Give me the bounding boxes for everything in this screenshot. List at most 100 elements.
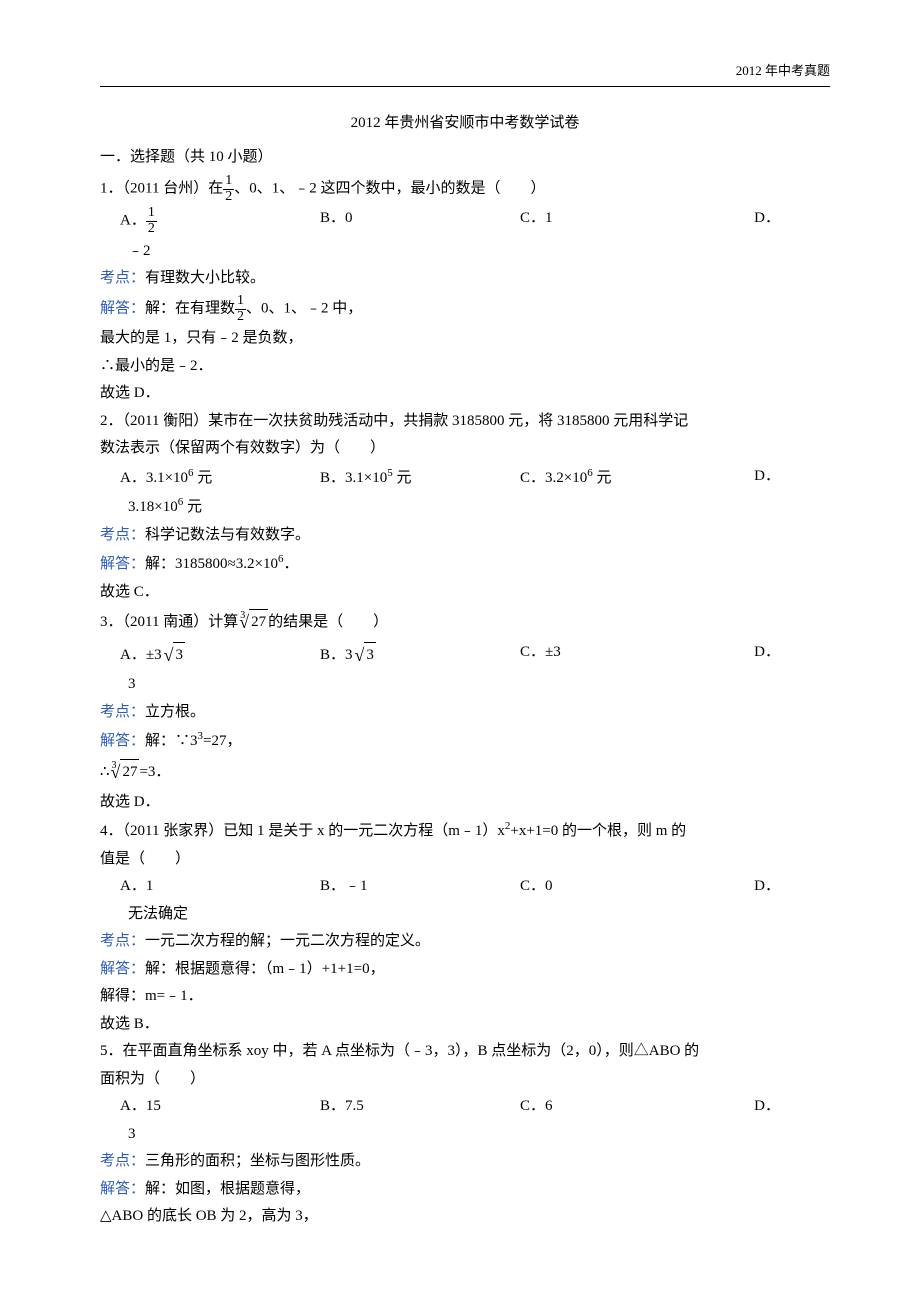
q2-opt-d-suf: 元 (183, 499, 202, 515)
q2-jieda-post: ． (283, 556, 298, 572)
q5-opt-d: D． (720, 1094, 780, 1120)
q1-opt-a: A．12 (120, 206, 320, 236)
frac-den: 2 (223, 189, 234, 205)
q4-jieda-text: 解：根据题意得：（m﹣1）+1+1=0， (145, 961, 385, 977)
radicand: 27 (249, 609, 268, 636)
q2-opt-a-suf: 元 (194, 470, 213, 486)
q2-opt-b-suf: 元 (393, 470, 412, 486)
q3-l2-pre: ∴ (100, 764, 110, 780)
q2-opt-a-pre: A．3.1×10 (120, 470, 188, 486)
q1-stem-pre: 1．（2011 台州）在 (100, 181, 223, 197)
cuberoot-27: 3√27 (110, 757, 140, 788)
fraction-half: 12 (146, 206, 157, 236)
q4-stem1: 4．（2011 张家界）已知 1 是关于 x 的一元二次方程（m﹣1）x2+x+… (100, 817, 830, 845)
q4-jieda: 解答：解：根据题意得：（m﹣1）+1+1=0， (100, 957, 830, 983)
q3-l2: ∴3√27=3． (100, 757, 830, 788)
q1-kaodian: 考点：有理数大小比较。 (100, 266, 830, 292)
q3-opt-b-pre: B．3 (320, 647, 353, 663)
q4-opt-a: A．1 (120, 874, 320, 900)
q2-stem2: 数法表示（保留两个有效数字）为（ ） (100, 436, 830, 462)
exam-title: 2012 年贵州省安顺市中考数学试卷 (100, 111, 830, 137)
q2-opt-d-pre: 3.18×10 (128, 499, 178, 515)
q1-jieda-post: 、0、1、﹣2 中， (246, 300, 362, 316)
q4-stem1-pre: 4．（2011 张家界）已知 1 是关于 x 的一元二次方程（m﹣1）x (100, 823, 505, 839)
kaodian-label: 考点： (100, 704, 145, 720)
q1-opt-c: C．1 (520, 206, 720, 236)
q4-opt-d: D． (720, 874, 780, 900)
q2-options: A．3.1×106 元 B．3.1×105 元 C．3.2×106 元 D． (120, 464, 830, 492)
q4-opt-d-cont: 无法确定 (128, 902, 830, 928)
section-1-heading: 一．选择题（共 10 小题） (100, 145, 830, 171)
q3-jieda-pre: 解：∵3 (145, 733, 198, 749)
q4-options: A．1 B．﹣1 C．0 D． (120, 874, 830, 900)
kaodian-label: 考点： (100, 527, 145, 543)
q4-stem2: 值是（ ） (100, 847, 830, 873)
kaodian-label: 考点： (100, 933, 145, 949)
q1-l4: 故选 D． (100, 381, 830, 407)
q2-opt-c: C．3.2×106 元 (520, 464, 720, 492)
jieda-label: 解答： (100, 1181, 145, 1197)
fraction-half: 12 (235, 294, 246, 324)
q2-jieda-pre: 解：3185800≈3.2×10 (145, 556, 278, 572)
q4-opt-b: B．﹣1 (320, 874, 520, 900)
radicand: 3 (173, 642, 185, 669)
q1-kaodian-text: 有理数大小比较。 (145, 270, 265, 286)
q3-stem: 3．（2011 南通）计算3√27的结果是（ ） (100, 607, 830, 638)
q5-kaodian-text: 三角形的面积；坐标与图形性质。 (145, 1153, 370, 1169)
frac-num: 1 (235, 294, 246, 309)
jieda-label: 解答： (100, 733, 145, 749)
q3-opt-d-cont: 3 (128, 672, 830, 698)
q1-opt-d: D． (720, 206, 780, 236)
q3-options: A．±3√3 B．3√3 C．±3 D． (120, 640, 830, 671)
header-rule (100, 86, 830, 87)
sqrt-3: √3 (353, 640, 376, 671)
q2-opt-c-pre: C．3.2×10 (520, 470, 587, 486)
q4-kaodian-text: 一元二次方程的解；一元二次方程的定义。 (145, 933, 430, 949)
q2-kaodian: 考点：科学记数法与有效数字。 (100, 523, 830, 549)
radicand: 27 (120, 759, 139, 786)
q1-stem: 1．（2011 台州）在12、0、1、﹣2 这四个数中，最小的数是（ ） (100, 174, 830, 204)
q3-opt-a: A．±3√3 (120, 640, 320, 671)
sqrt-3: √3 (162, 640, 185, 671)
q5-stem2: 面积为（ ） (100, 1067, 830, 1093)
q1-stem-post: 、0、1、﹣2 这四个数中，最小的数是（ ） (234, 181, 545, 197)
q1-opt-b: B．0 (320, 206, 520, 236)
fraction-half: 12 (223, 174, 234, 204)
q3-l3: 故选 D． (100, 790, 830, 816)
q3-opt-b: B．3√3 (320, 640, 520, 671)
jieda-label: 解答： (100, 300, 145, 316)
q3-kaodian: 考点：立方根。 (100, 700, 830, 726)
q4-stem1-post: +x+1=0 的一个根，则 m 的 (510, 823, 686, 839)
q2-l2: 故选 C． (100, 580, 830, 606)
q3-jieda-post: =27， (203, 733, 241, 749)
q5-jieda: 解答：解：如图，根据题意得， (100, 1177, 830, 1203)
q3-kaodian-text: 立方根。 (145, 704, 205, 720)
q5-opt-c: C．6 (520, 1094, 720, 1120)
q5-opt-b: B．7.5 (320, 1094, 520, 1120)
q2-opt-b-pre: B．3.1×10 (320, 470, 387, 486)
jieda-label: 解答： (100, 556, 145, 572)
frac-num: 1 (223, 174, 234, 189)
q2-opt-d-cont: 3.18×106 元 (128, 493, 830, 521)
kaodian-label: 考点： (100, 270, 145, 286)
q1-l3: ∴最小的是﹣2． (100, 354, 830, 380)
q5-l2: △ABO 的底长 OB 为 2，高为 3， (100, 1204, 830, 1230)
q3-opt-d: D． (720, 640, 780, 671)
q4-l2: 解得：m=﹣1． (100, 984, 830, 1010)
q3-opt-c: C．±3 (520, 640, 720, 671)
page-header-right: 2012 年中考真题 (100, 60, 830, 82)
q5-opt-d-cont: 3 (128, 1122, 830, 1148)
q1-opt-a-label: A． (120, 213, 146, 229)
kaodian-label: 考点： (100, 1153, 145, 1169)
q1-opt-d-cont: ﹣2 (128, 239, 830, 265)
q4-kaodian: 考点：一元二次方程的解；一元二次方程的定义。 (100, 929, 830, 955)
q2-opt-b: B．3.1×105 元 (320, 464, 520, 492)
q3-l2-post: =3． (139, 764, 170, 780)
q3-stem-pre: 3．（2011 南通）计算 (100, 614, 238, 630)
frac-den: 2 (146, 221, 157, 237)
q4-opt-c: C．0 (520, 874, 720, 900)
q5-options: A．15 B．7.5 C．6 D． (120, 1094, 830, 1120)
jieda-label: 解答： (100, 961, 145, 977)
q1-l2: 最大的是 1，只有﹣2 是负数， (100, 326, 830, 352)
cuberoot-27: 3√27 (238, 607, 268, 638)
